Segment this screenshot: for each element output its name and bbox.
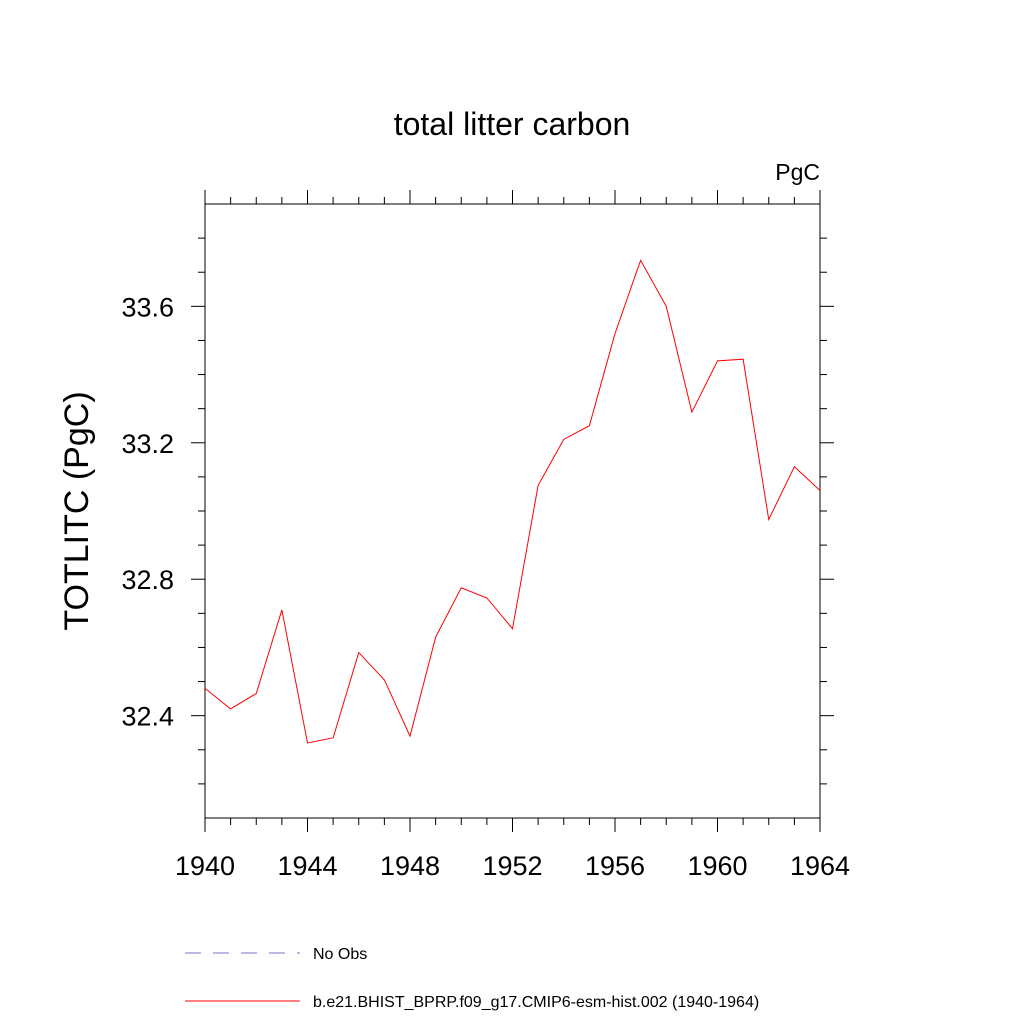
plot-frame: [204, 203, 821, 819]
x-tick-label: 1944: [277, 851, 337, 881]
x-tick-label: 1952: [482, 851, 542, 881]
legend-label: b.e21.BHIST_BPRP.f09_g17.CMIP6-esm-hist.…: [313, 994, 759, 1011]
tick-marks: [191, 190, 834, 832]
chart-title: total litter carbon: [394, 106, 631, 142]
legend-label: No Obs: [313, 946, 367, 963]
x-tick-label: 1960: [687, 851, 747, 881]
y-axis-label: TOTLITC (PgC): [58, 391, 96, 630]
x-tick-label: 1940: [175, 851, 235, 881]
x-tick-label: 1948: [380, 851, 440, 881]
series-line: [204, 259, 821, 744]
legend: No Obs b.e21.BHIST_BPRP.f09_g17.CMIP6-esm…: [185, 946, 759, 1011]
x-tick-label: 1964: [790, 851, 850, 881]
x-tick-label: 1956: [585, 851, 645, 881]
y-tick-label: 32.4: [121, 702, 174, 732]
units-label: PgC: [775, 159, 820, 185]
tick-labels: 1940 1944 1948 1952 1956 1960 1964 32.4 32.8 33.2…: [121, 292, 850, 881]
y-tick-label: 33.2: [121, 429, 174, 459]
y-tick-label: 32.8: [121, 565, 174, 595]
data-series: [204, 259, 821, 744]
y-tick-label: 33.6: [121, 292, 174, 322]
